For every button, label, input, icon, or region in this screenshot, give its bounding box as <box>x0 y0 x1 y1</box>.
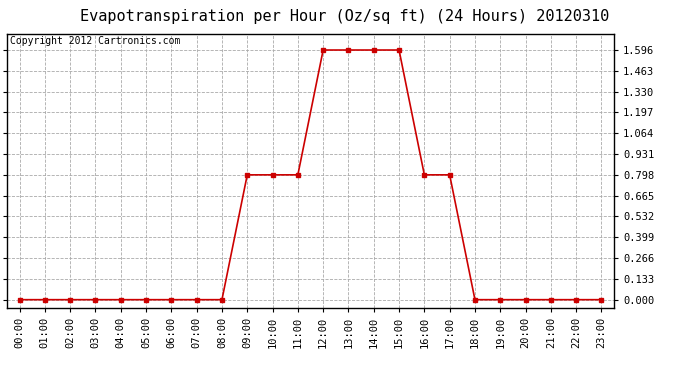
Text: Copyright 2012 Cartronics.com: Copyright 2012 Cartronics.com <box>10 36 180 46</box>
Text: Evapotranspiration per Hour (Oz/sq ft) (24 Hours) 20120310: Evapotranspiration per Hour (Oz/sq ft) (… <box>80 9 610 24</box>
